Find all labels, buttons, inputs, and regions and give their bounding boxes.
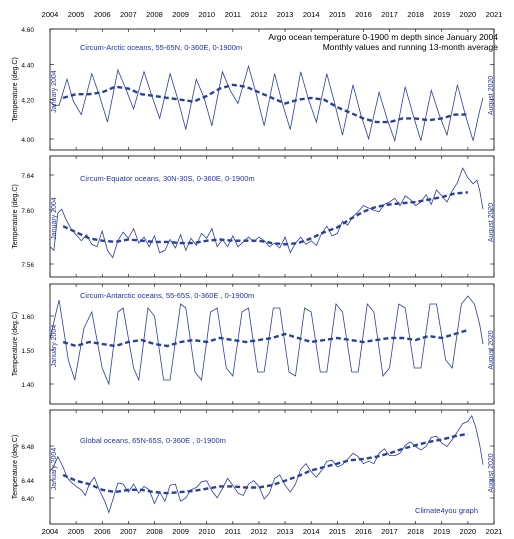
x-tick-label-bottom: 2017: [381, 527, 398, 536]
x-tick-label-bottom: 2008: [146, 527, 163, 536]
x-tick-label-top: 2019: [433, 10, 450, 19]
panel-label: Global oceans, 65N-65S, 0-360E , 0-1900m: [80, 436, 226, 445]
monthly-values-line: [49, 167, 484, 259]
y-tick-label: 1.60: [21, 314, 34, 321]
panel-frame: [49, 155, 495, 278]
x-tick-label-bottom: 2013: [277, 527, 294, 536]
y-axis-label: Temperature (deg.C): [12, 57, 19, 122]
y-tick-label: 6.48: [21, 444, 34, 451]
x-tick-label-bottom: 2016: [355, 527, 372, 536]
start-date-label: January 2004: [51, 325, 58, 368]
x-tick-label-top: 2015: [329, 10, 346, 19]
x-tick-label-bottom: 2019: [433, 527, 450, 536]
x-tick-label-top: 2005: [68, 10, 85, 19]
y-tick-label: 4.20: [21, 98, 34, 105]
x-tick-label-bottom: 2005: [68, 527, 85, 536]
end-date-label: August 2020: [488, 453, 495, 492]
running-average-line: [62, 83, 468, 124]
x-tick-label-bottom: 2020: [460, 527, 477, 536]
x-tick-label-bottom: 2004: [42, 527, 59, 536]
x-tick-label-top: 2006: [94, 10, 111, 19]
running-average-line: [62, 432, 469, 495]
start-date-label: January 2004: [51, 197, 58, 240]
y-tick-label: 1.40: [21, 382, 34, 389]
end-date-label: August 2020: [488, 76, 495, 115]
panel-label: Circum-Equator oceans, 30N-30S, 0-360E, …: [80, 174, 255, 183]
y-tick-label: 7.64: [21, 173, 34, 180]
monthly-values-line: [49, 295, 484, 386]
x-tick-label-top: 2018: [407, 10, 424, 19]
y-tick-label: 7.56: [21, 262, 34, 269]
x-tick-label-top: 2004: [42, 10, 59, 19]
x-tick-label-top: 2009: [172, 10, 189, 19]
y-tick-label: 6.40: [21, 496, 34, 503]
panel-label: Circum-Arctic oceans, 55-65N, 0-360E, 0-…: [80, 43, 242, 52]
x-tick-label-top: 2011: [225, 10, 241, 19]
x-tick-label-top: 2016: [355, 10, 372, 19]
y-axis-label: Temperature (deg.C): [12, 312, 19, 377]
running-average-line: [62, 328, 469, 348]
header-line2: Monthly values and running 13-month aver…: [323, 42, 499, 52]
x-tick-label-top: 2014: [303, 10, 320, 19]
x-tick-label-top: 2021: [486, 10, 503, 19]
x-tick-label-bottom: 2012: [251, 527, 268, 536]
x-tick-label-top: 2007: [120, 10, 137, 19]
x-tick-label-bottom: 2018: [407, 527, 424, 536]
header-line1: Argo ocean temperature 0-1900 m depth si…: [268, 32, 498, 42]
panel-frame: [49, 28, 495, 151]
x-tick-label-bottom: 2011: [225, 527, 241, 536]
y-tick-label: 1.50: [21, 348, 34, 355]
x-tick-label-bottom: 2010: [198, 527, 215, 536]
y-axis-label: Temperature (deg.C): [12, 435, 19, 500]
start-date-label: January 2004: [51, 70, 58, 113]
credit-label: Climate4you graph: [415, 506, 478, 515]
x-tick-label-top: 2017: [381, 10, 398, 19]
end-date-label: August 2020: [488, 203, 495, 242]
y-tick-label: 4.40: [21, 63, 34, 70]
y-axis-label: Temperature (deg.C): [12, 184, 19, 249]
x-tick-label-top: 2020: [460, 10, 477, 19]
start-date-label: January 2004: [51, 448, 58, 491]
x-tick-label-top: 2013: [277, 10, 294, 19]
y-tick-label: 4.00: [21, 137, 34, 144]
y-tick-label: 6.44: [21, 478, 34, 485]
panel-label: Circum-Antarctic oceans, 55-65S, 0-360E …: [80, 291, 254, 300]
end-date-label: August 2020: [488, 330, 495, 369]
y-tick-label: 7.60: [21, 208, 34, 215]
panel-2: 7.64 7.60 7.56 Temperature (deg.C) January 2…: [12, 155, 495, 278]
x-tick-label-top: 2008: [146, 10, 163, 19]
y-tick-label: 4.60: [21, 27, 34, 34]
x-tick-label-bottom: 2015: [329, 527, 346, 536]
x-tick-label-bottom: 2014: [303, 527, 320, 536]
x-tick-label-bottom: 2006: [94, 527, 111, 536]
x-tick-label-top: 2012: [251, 10, 268, 19]
panel-frame: [49, 409, 495, 525]
x-tick-label-bottom: 2007: [120, 527, 137, 536]
x-tick-label-top: 2010: [198, 10, 215, 19]
panel-1: 4.60 4.40 4.20 4.00 Temperature (deg.C) Janua…: [12, 27, 495, 151]
x-tick-label-bottom: 2009: [172, 527, 189, 536]
x-tick-label-bottom: 2021: [486, 527, 503, 536]
panel-frame: [49, 283, 495, 405]
